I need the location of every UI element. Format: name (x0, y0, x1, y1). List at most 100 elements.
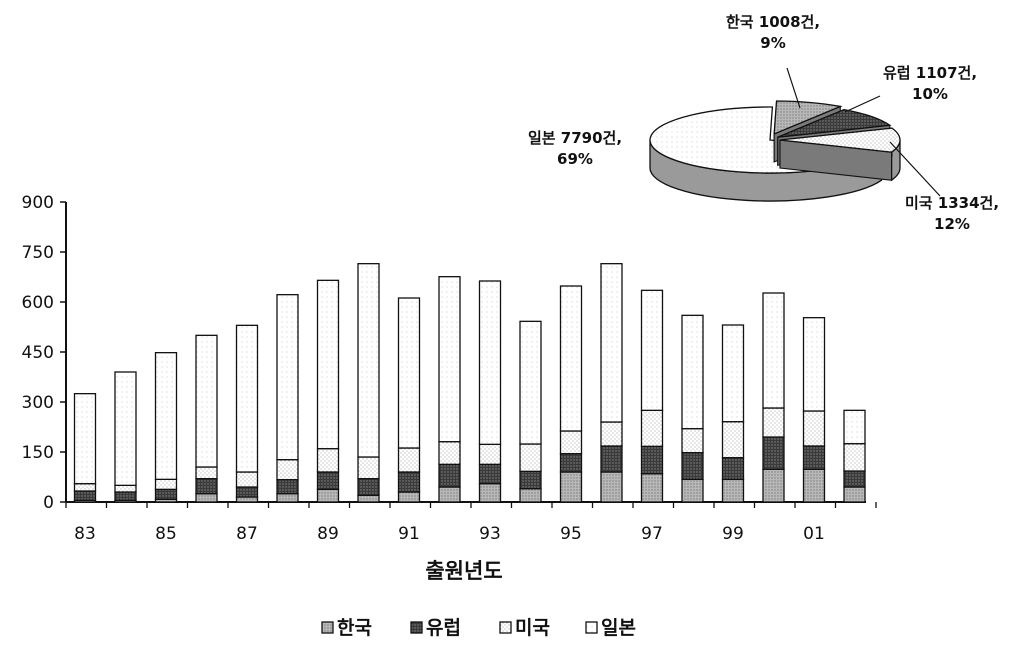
bar-segment (357, 456, 380, 480)
bar-segment (559, 453, 583, 473)
bar-segment (397, 471, 421, 493)
bar-stack-84 (114, 371, 137, 503)
bar-segment (73, 490, 97, 501)
bar-stack-93 (478, 280, 502, 503)
bar-segment (721, 457, 745, 480)
bar-segment (843, 470, 866, 488)
pie-label-line: 미국 1334건, (905, 194, 999, 212)
y-tick-label: 450 (22, 343, 54, 363)
bar-segment (802, 317, 826, 412)
bar-segment (600, 445, 623, 473)
x-tick-label: 97 (641, 524, 663, 544)
bar-segment (559, 285, 583, 432)
bar-segment (316, 488, 340, 503)
bar-stack-90 (357, 263, 380, 503)
bar-stack-86 (195, 334, 218, 503)
bar-segment (519, 488, 542, 503)
bar-stack-99 (721, 324, 745, 503)
y-tick-label: 300 (22, 393, 54, 413)
x-tick-label: 83 (74, 524, 96, 544)
bar-segment (195, 466, 218, 480)
bar-segment (438, 486, 461, 503)
bar-segment (843, 409, 866, 445)
bar-segment (600, 421, 623, 447)
pie-label-한국: 한국 1008건, 9% (726, 13, 820, 109)
bar-segment (762, 436, 785, 470)
x-tick-label: 87 (236, 524, 258, 544)
bar-segment (762, 292, 785, 409)
bar-stack-89 (316, 279, 340, 503)
bar-segment (640, 445, 664, 475)
pie-label-line: 한국 1008건, (726, 13, 820, 31)
bar-segment (762, 407, 785, 438)
pie-label-line: 9% (760, 34, 785, 52)
x-tick-label: 89 (317, 524, 339, 544)
bar-segment (640, 409, 664, 447)
legend-swatch (321, 621, 334, 634)
bar-segment (73, 483, 97, 492)
bar-segment (357, 494, 380, 503)
bar-segment (519, 470, 542, 490)
bar-stack-94 (519, 320, 542, 503)
bar-segment (478, 280, 502, 445)
bar-segment (235, 486, 259, 498)
bar-segment (276, 294, 299, 461)
bar-segment (681, 452, 704, 480)
bar-segment (154, 488, 178, 500)
bar-segment (357, 263, 380, 458)
pie-label-line: 일본 7790건, (528, 129, 622, 147)
pie-label-line: 12% (934, 215, 970, 233)
bar-stack-91 (397, 297, 421, 503)
bar-segment (681, 478, 704, 503)
bar-stack-95 (559, 285, 583, 503)
bar-segment (397, 297, 421, 449)
pie-label-미국: 미국 1334건, 12% (889, 141, 999, 233)
pie-top (777, 108, 892, 138)
bar-segment (316, 471, 340, 490)
legend: 한국 유럽 미국 일본 (321, 617, 636, 639)
pie-label-line: 10% (912, 85, 948, 103)
bar-segment (114, 484, 137, 493)
bar-stack-83 (73, 393, 97, 503)
x-tick-label: 99 (722, 524, 744, 544)
axes (65, 202, 866, 503)
bar-segment (195, 493, 218, 503)
y-tick-label: 750 (22, 243, 54, 263)
bar-segment (357, 478, 380, 496)
y-tick-label: 900 (22, 193, 54, 213)
bar-segment (114, 491, 137, 501)
bar-stack-92 (438, 276, 461, 503)
pie-slice-미국 (779, 127, 901, 182)
legend-label: 일본 (601, 617, 636, 639)
pie-leader-line (786, 67, 801, 109)
x-tick-label: 85 (155, 524, 177, 544)
bar-stack-98 (681, 314, 704, 503)
bar-segment (397, 491, 421, 503)
bar-segment (397, 447, 421, 473)
x-ticks: 83 85 87 89 91 93 95 97 99 01 (65, 502, 877, 544)
pie-leader-line (844, 95, 881, 113)
bar-segment (478, 483, 502, 503)
bar-stack-85 (154, 352, 178, 503)
y-tick-label: 150 (22, 443, 54, 463)
legend-swatch (499, 621, 512, 634)
bar-segment (276, 479, 299, 495)
bar-segment (438, 463, 461, 488)
pie-label-line: 유럽 1107건, (883, 64, 977, 82)
bar-segment (73, 393, 97, 485)
bar-segment (640, 289, 664, 411)
y-tick-label: 0 (43, 493, 54, 513)
pie-leader-line (889, 141, 941, 197)
bar-segment (519, 320, 542, 445)
y-ticks: 0 150 300 450 600 750 900 (22, 193, 66, 513)
bar-segment (478, 463, 502, 485)
bar-segment (802, 468, 826, 503)
bar-segment (235, 496, 259, 503)
bar-segment (478, 443, 502, 465)
bar-segment (195, 478, 218, 495)
bar-stack-00 (762, 292, 785, 503)
bar-segment (802, 445, 826, 470)
bar-segment (276, 493, 299, 503)
bar-stack-02 (843, 409, 866, 503)
bar-segment (235, 324, 259, 473)
